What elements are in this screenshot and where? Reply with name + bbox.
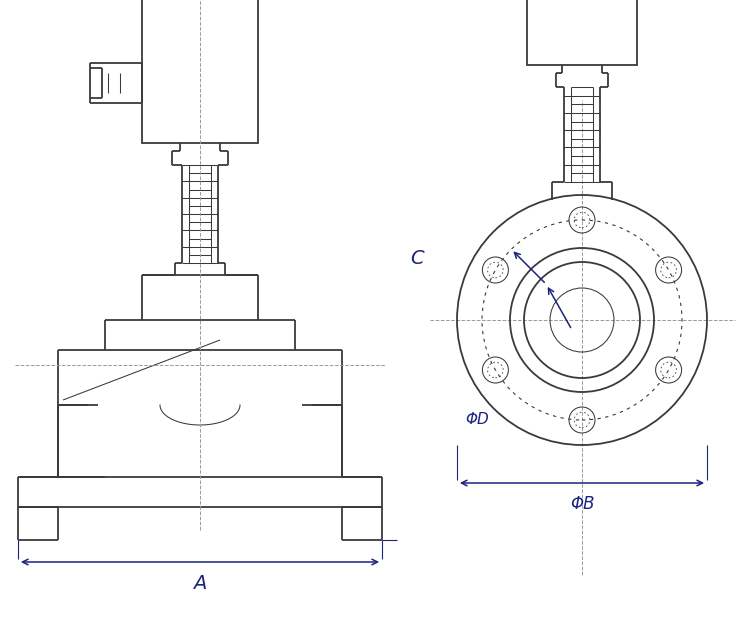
Bar [527,0,637,65]
Text: ΦD: ΦD [465,412,489,428]
Text: ΦB: ΦB [570,495,594,513]
Text: A: A [194,574,207,593]
Bar [142,0,258,143]
Text: C: C [410,249,424,268]
